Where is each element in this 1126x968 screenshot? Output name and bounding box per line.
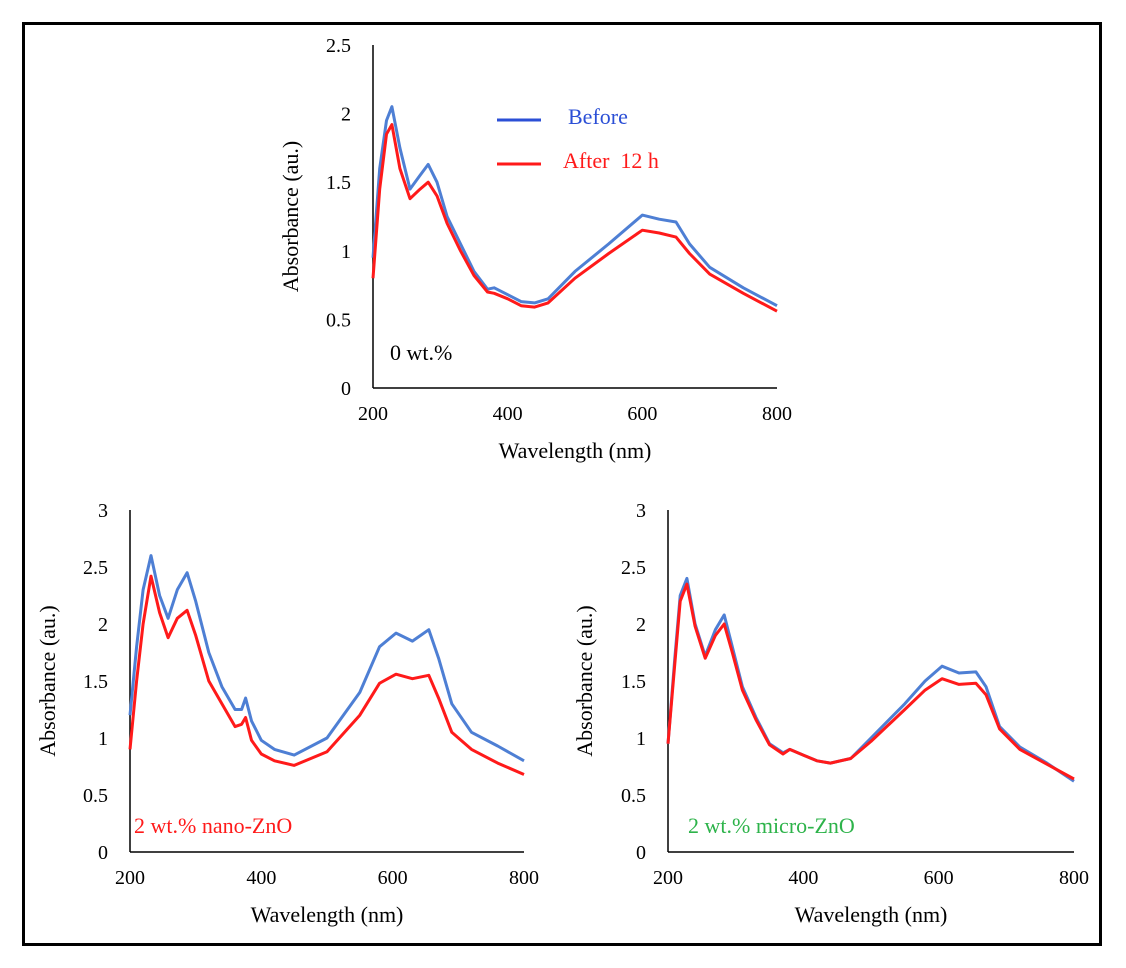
y-tick-labels: 0 0.5 1 1.5 2 2.5 [326,35,351,400]
series-line-before [371,105,778,308]
series-line-before [666,576,1075,783]
y-tick-label: 2 [98,614,108,636]
y-tick-labels: 0 0.5 1 1.5 2 2.5 3 [621,500,646,864]
chart-panel-nano-zno: 0 0.5 1 1.5 2 2.5 3 200 400 600 800 Wavelength (n… [35,500,539,927]
y-axis-label: Absorbance (au.) [572,605,597,757]
x-tick-label: 800 [762,403,792,425]
x-tick-label: 400 [493,403,523,425]
legend-label-before: Before [568,104,628,129]
y-tick-label: 2.5 [326,35,351,57]
panel-label-micro-zno: 2 wt.% micro-ZnO [688,813,855,838]
y-tick-label: 3 [98,500,108,522]
x-tick-label: 200 [653,867,683,889]
y-tick-label: 2.5 [83,557,108,579]
series-line-before [128,554,525,763]
panel-label-0wt: 0 wt.% [390,340,452,365]
y-tick-label: 1 [98,728,108,750]
series-lines [371,105,778,313]
y-tick-label: 2.5 [621,557,646,579]
y-tick-label: 0.5 [621,785,646,807]
y-tick-labels: 0 0.5 1 1.5 2 2.5 3 [83,500,108,864]
chart-panel-micro-zno: 0 0.5 1 1.5 2 2.5 3 200 400 600 800 Wavelength (n… [572,500,1089,927]
y-tick-label: 1 [341,241,351,263]
x-tick-labels: 200 400 600 800 [358,403,792,425]
y-tick-label: 2 [636,614,646,636]
x-tick-label: 800 [1059,867,1089,889]
series-lines [666,576,1075,783]
y-tick-label: 0.5 [83,785,108,807]
y-axis-label: Absorbance (au.) [278,141,303,293]
x-tick-label: 200 [358,403,388,425]
x-axis-label: Wavelength (nm) [795,902,948,927]
x-tick-label: 400 [788,867,818,889]
panel-label-nano-zno: 2 wt.% nano-ZnO [134,813,292,838]
x-tick-label: 400 [246,867,276,889]
y-tick-label: 1.5 [83,671,108,693]
y-tick-label: 1.5 [621,671,646,693]
x-tick-labels: 200 400 600 800 [653,867,1089,889]
series-line-after [128,574,525,776]
x-tick-label: 600 [627,403,657,425]
chart-panel-0wt: 0 0.5 1 1.5 2 2.5 200 400 600 800 Wavelength (nm… [278,35,792,463]
y-tick-label: 2 [341,104,351,126]
y-tick-label: 1.5 [326,172,351,194]
legend-label-after: After 12 h [563,148,659,173]
x-axis-label: Wavelength (nm) [499,438,652,463]
y-tick-label: 0 [98,842,108,864]
y-tick-label: 3 [636,500,646,522]
series-line-after [666,582,1075,781]
x-tick-label: 600 [924,867,954,889]
x-tick-labels: 200 400 600 800 [115,867,539,889]
x-tick-label: 600 [378,867,408,889]
y-tick-label: 0.5 [326,309,351,331]
y-tick-label: 1 [636,728,646,750]
y-tick-label: 0 [341,378,351,400]
series-line-after [371,123,778,313]
x-tick-label: 800 [509,867,539,889]
x-axis-label: Wavelength (nm) [251,902,404,927]
legend: Before After 12 h [497,104,659,173]
y-tick-label: 0 [636,842,646,864]
y-axis-label: Absorbance (au.) [35,605,60,757]
series-lines [128,554,525,776]
x-tick-label: 200 [115,867,145,889]
figure-frame [22,22,1102,946]
